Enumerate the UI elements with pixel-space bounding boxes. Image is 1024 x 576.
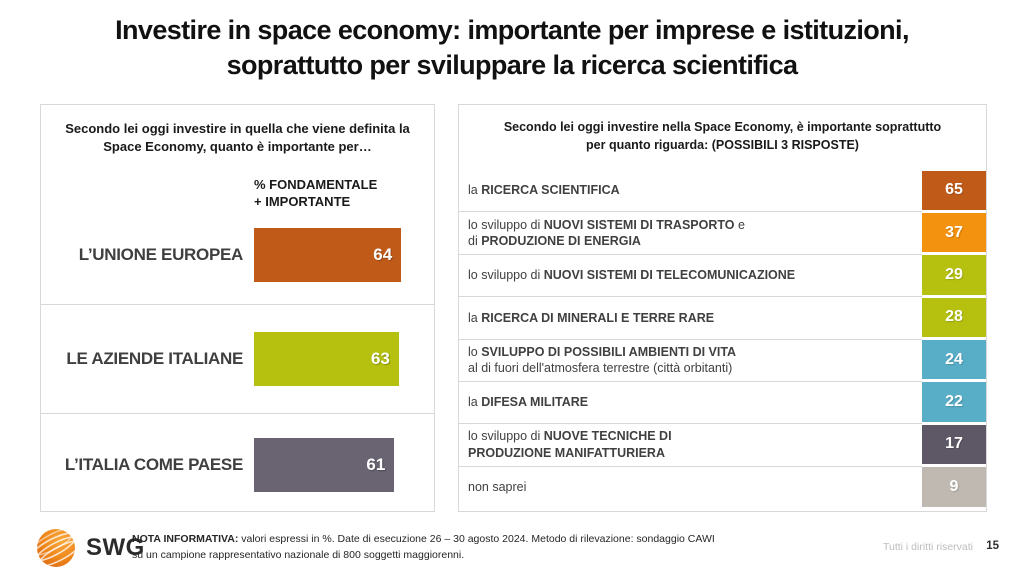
rights-reserved-label: Tutti i diritti riservati (882, 541, 973, 553)
swg-wordmark: SWG (86, 534, 145, 561)
value-box: 65 (922, 170, 986, 210)
left-panel-card: Secondo lei oggi investire in quella che… (40, 104, 435, 512)
value: 37 (945, 223, 963, 241)
value: 17 (945, 435, 963, 453)
value-box: 17 (922, 424, 986, 465)
right-panel-card: Secondo lei oggi investire nella Space E… (458, 104, 987, 512)
bar-aziende-italiane: 63 (254, 332, 399, 386)
value: 9 (949, 477, 959, 495)
answer-label: lo SVILUPPO DI POSSIBILI AMBIENTI DI VIT… (459, 338, 922, 381)
answer-row-ricerca-scientifica: la RICERCA SCIENTIFICA 65 (459, 169, 986, 211)
answer-row-minerali-terre-rare: la RICERCA DI MINERALI E TERRE RARE 28 (459, 296, 986, 338)
left-panel-divider (41, 413, 434, 414)
footer-note-lead: NOTA INFORMATIVA: (132, 533, 239, 545)
footer-note: NOTA INFORMATIVA: valori espressi in %. … (132, 531, 715, 564)
value: 24 (945, 350, 963, 368)
footer-note-line1: NOTA INFORMATIVA: valori espressi in %. … (132, 533, 715, 545)
slide-title-line2: soprattutto per sviluppare la ricerca sc… (226, 50, 798, 81)
value: 28 (945, 308, 963, 326)
value: 29 (945, 265, 963, 283)
answer-label: la RICERCA SCIENTIFICA (468, 182, 620, 197)
bar-unione-europea: 64 (254, 228, 402, 282)
bar-label: L’ITALIA COME PAESE (64, 455, 243, 474)
bar-label: LE AZIENDE ITALIANE (66, 349, 243, 368)
value-box: 22 (922, 382, 986, 422)
answer-label: non saprei (459, 465, 922, 508)
answer-rows: la RICERCA SCIENTIFICA 65 lo sviluppo di… (459, 169, 986, 508)
answer-row-ambienti-di-vita: lo SVILUPPO DI POSSIBILI AMBIENTI DI VIT… (459, 338, 986, 381)
value-box: 24 (922, 340, 986, 380)
measure-label-line1: % FONDAMENTALE (254, 177, 378, 192)
slide-title: Investire in space economy: importante p… (0, 13, 1024, 83)
left-question-line1: Secondo lei oggi investire in quella che… (65, 121, 410, 136)
value-box: 28 (922, 297, 986, 337)
answer-label: la RICERCA DI MINERALI E TERRE RARE (459, 296, 922, 338)
bar-value: 64 (373, 245, 393, 264)
bar-label: L’UNIONE EUROPEA (78, 245, 244, 264)
footer-note-line2: su un campione rappresentativo nazionale… (132, 549, 465, 562)
bar-value: 61 (366, 455, 386, 474)
swg-logo: SWG (34, 526, 145, 570)
value: 65 (945, 181, 963, 199)
answer-row-trasporto-energia: lo sviluppo di NUOVI SISTEMI DI TRASPORT… (459, 211, 986, 253)
measure-label: % FONDAMENTALE + IMPORTANTE (254, 177, 377, 211)
value-box: 37 (922, 212, 986, 253)
bar-italia-come-paese: 61 (254, 438, 395, 492)
left-question-line2: Space Economy, quanto è importante per… (103, 139, 372, 155)
right-panel-question: Secondo lei oggi investire nella Space E… (459, 105, 986, 154)
value: 22 (945, 393, 963, 411)
answer-row-produzione-manifatturiera: lo sviluppo di NUOVE TECNICHE DI PRODUZI… (459, 423, 986, 465)
bar-row-italia-come-paese: L’ITALIA COME PAESE 61 (41, 438, 434, 492)
answer-label: lo sviluppo di NUOVE TECNICHE DI PRODUZI… (459, 423, 922, 465)
answer-label: lo sviluppo di NUOVI SISTEMI DI TELECOMU… (459, 253, 922, 296)
bar-row-aziende-italiane: LE AZIENDE ITALIANE 63 (41, 332, 434, 386)
page-number: 15 (986, 540, 999, 552)
right-question-line2: per quanto riguarda: (POSSIBILI 3 RISPOS… (586, 138, 859, 153)
bar-value: 63 (370, 349, 390, 368)
left-panel-divider (41, 304, 434, 305)
bar-row-unione-europea: L’UNIONE EUROPEA 64 (41, 228, 434, 282)
answer-row-non-saprei: non saprei 9 (459, 465, 986, 508)
answer-label: lo sviluppo di NUOVI SISTEMI DI TRASPORT… (459, 211, 922, 253)
answer-row-difesa-militare: la DIFESA MILITARE 22 (459, 380, 986, 423)
measure-label-line2: + IMPORTANTE (254, 193, 351, 209)
answer-label: la DIFESA MILITARE (459, 380, 922, 423)
swg-globe-icon (34, 527, 76, 567)
answer-row-telecomunicazione: lo sviluppo di NUOVI SISTEMI DI TELECOMU… (459, 253, 986, 296)
left-panel-question: Secondo lei oggi investire in quella che… (41, 105, 434, 156)
value-box: 9 (922, 467, 986, 507)
right-question-line1: Secondo lei oggi investire nella Space E… (503, 120, 942, 134)
slide-title-line1: Investire in space economy: importante p… (115, 15, 909, 45)
value-box: 29 (922, 255, 986, 295)
